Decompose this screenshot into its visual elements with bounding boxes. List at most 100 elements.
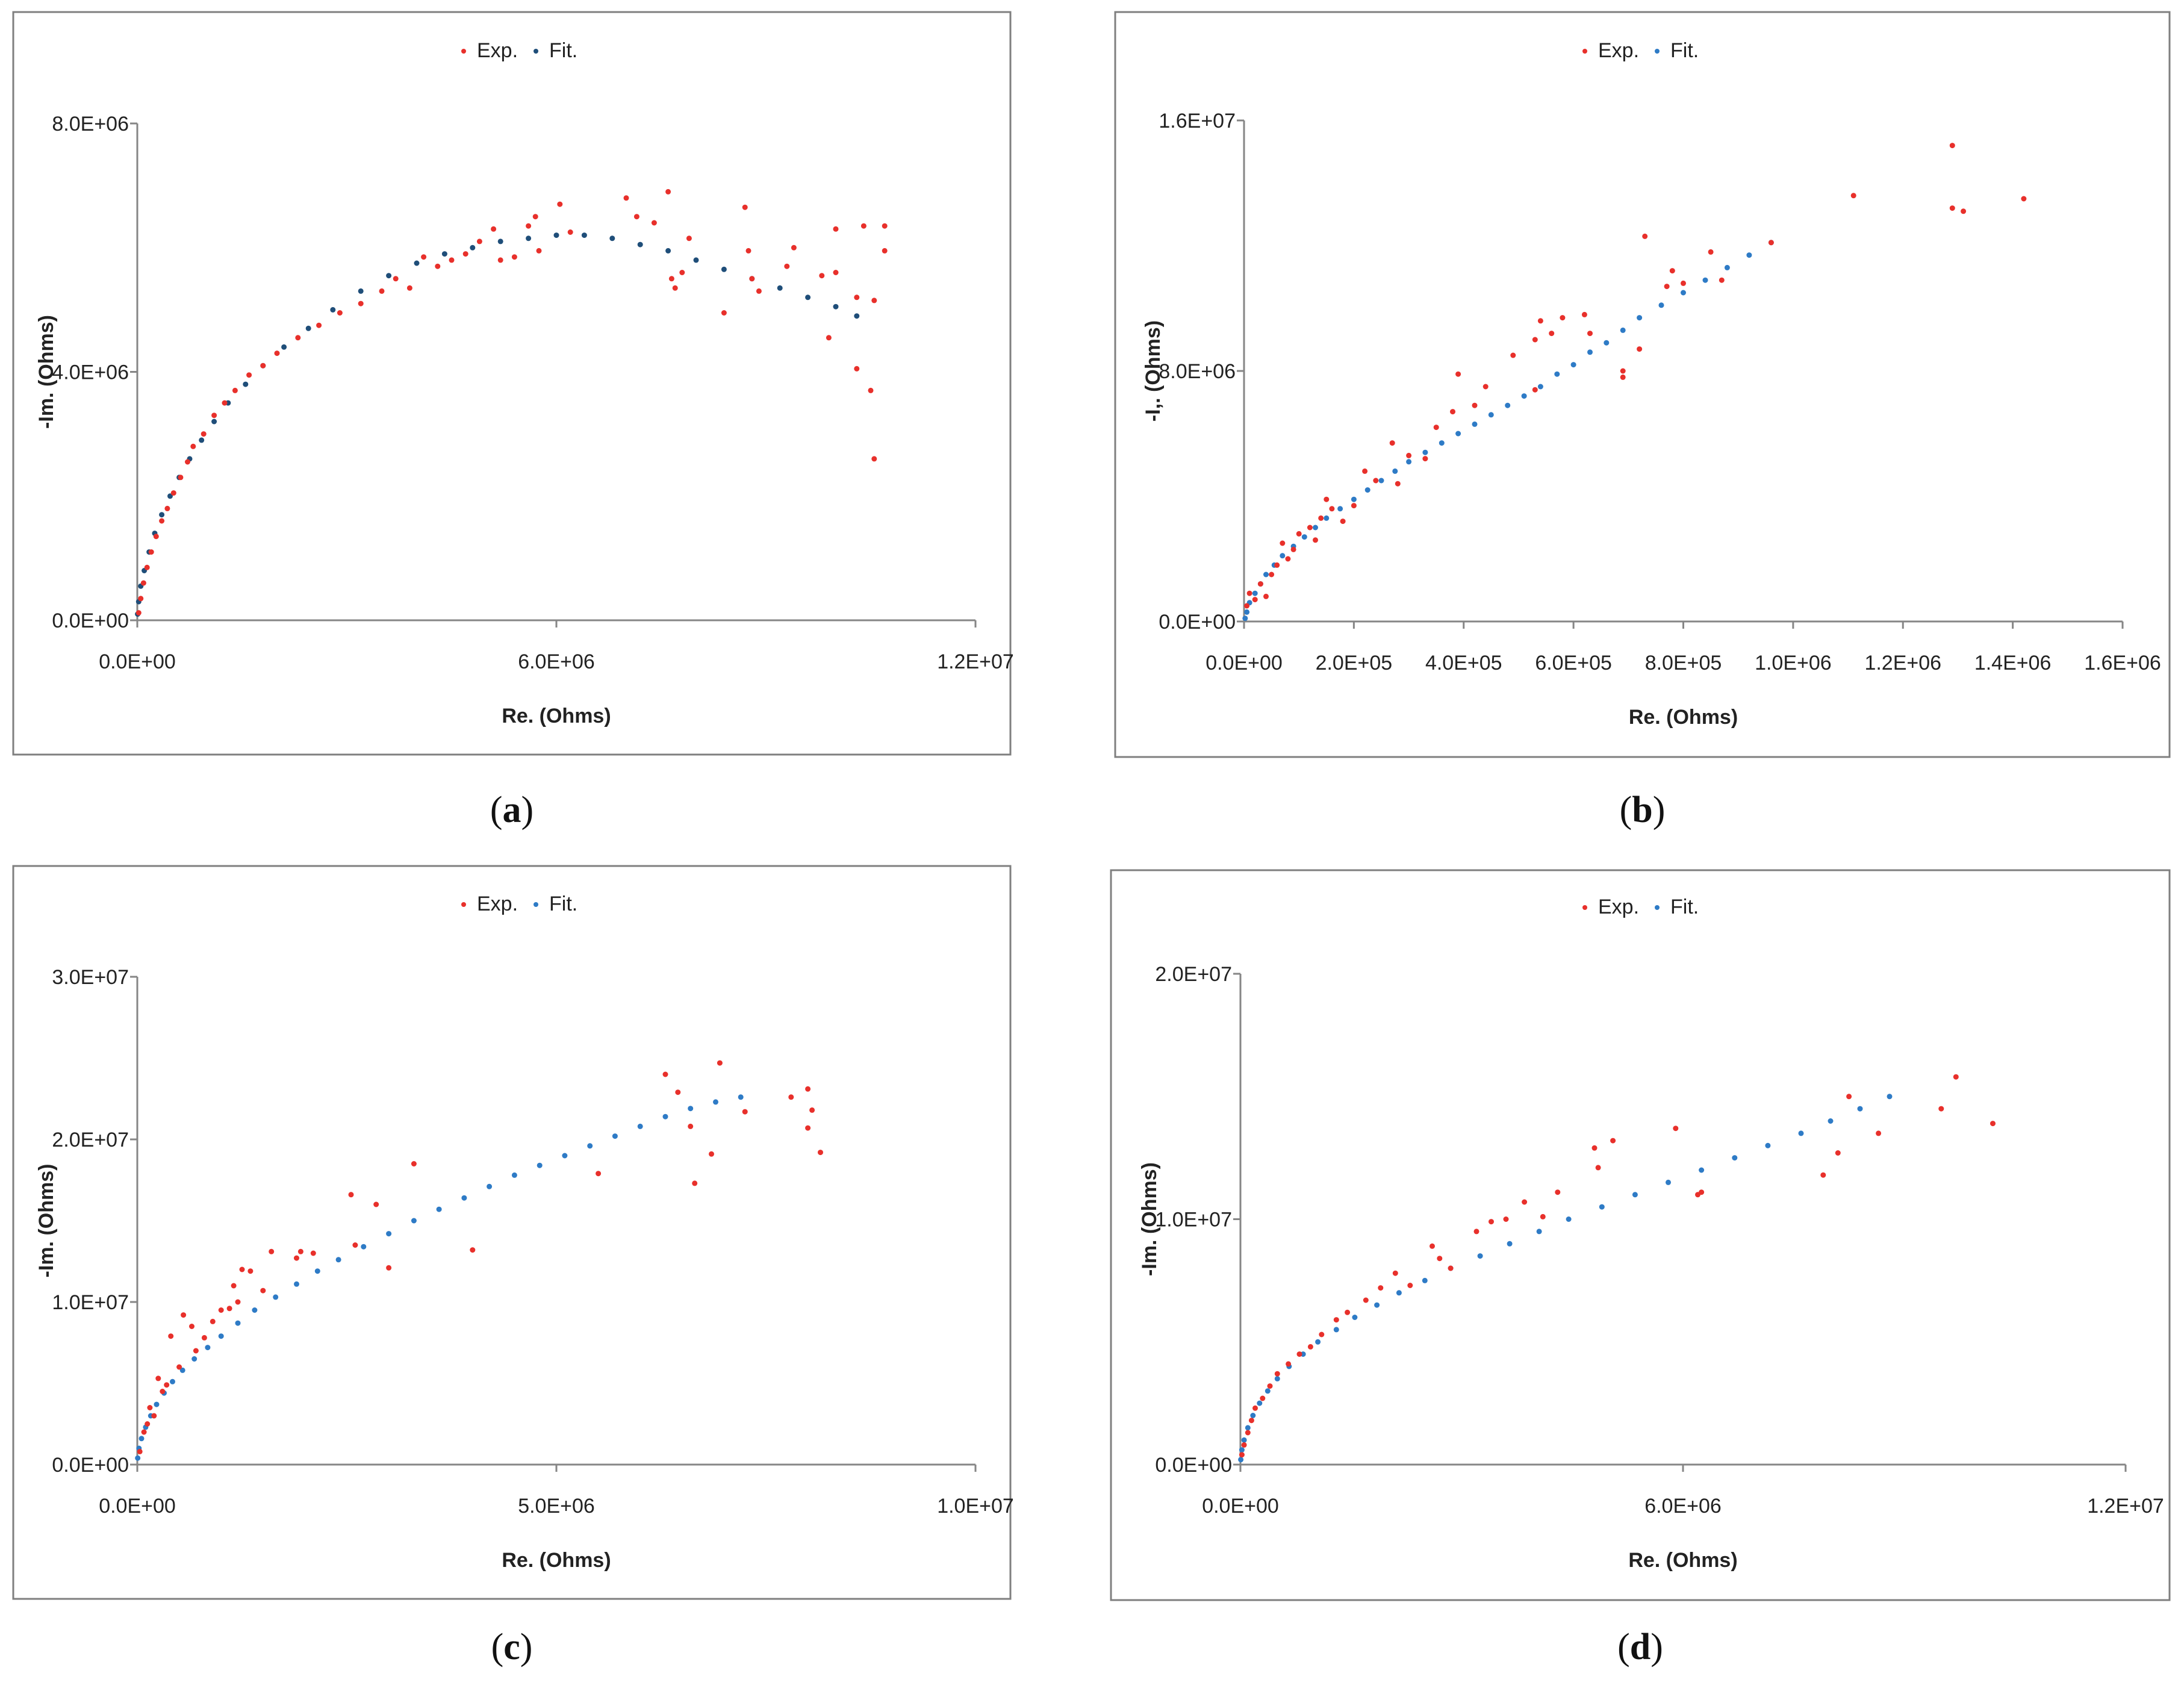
exp-point	[745, 248, 751, 254]
exp-point	[1835, 1150, 1841, 1156]
exp-point	[141, 1429, 147, 1435]
exp-point	[160, 1389, 166, 1394]
exp-point	[148, 549, 154, 555]
exp-point	[1669, 268, 1675, 274]
exp-point	[295, 335, 301, 341]
fit-point	[1604, 340, 1610, 346]
legend-fit-label[interactable]: Fit.	[1670, 895, 1699, 918]
exp-point	[662, 1071, 668, 1077]
exp-point	[210, 1318, 216, 1324]
panel-a: 0.0E+00 4.0E+06 8.0E+06 0.0E+00 6.0E+06 1.2E+…	[12, 11, 1014, 830]
x-tick-label: 5.0E+06	[518, 1495, 595, 1518]
exp-point	[1267, 1383, 1273, 1389]
fit-point	[1536, 1229, 1542, 1235]
fit-point	[738, 1094, 744, 1100]
exp-point	[226, 1306, 232, 1312]
exp-point	[164, 505, 170, 511]
x-tick-label: 1.4E+06	[1974, 652, 2052, 674]
exp-point	[247, 1268, 254, 1274]
exp-point	[218, 1307, 224, 1313]
exp-point	[532, 214, 538, 220]
fit-point	[1724, 264, 1730, 270]
legend-exp-marker	[1582, 49, 1587, 54]
legend-exp-marker	[461, 49, 466, 54]
panel-c: 0.0E+00 1.0E+07 2.0E+07 3.0E+07 0.0E+00 5.0E+…	[12, 865, 1014, 1668]
exp-point	[1362, 468, 1368, 474]
legend-fit-label[interactable]: Fit.	[549, 892, 577, 915]
exp-point	[860, 223, 866, 229]
fit-point	[612, 1133, 618, 1139]
fit-point	[159, 512, 165, 518]
exp-point	[742, 204, 748, 210]
fit-point	[1265, 1388, 1271, 1394]
exp-point	[190, 443, 196, 449]
exp-point	[791, 244, 797, 251]
fit-point	[1439, 440, 1445, 446]
legend-fit-label[interactable]: Fit.	[549, 39, 577, 62]
exp-point	[819, 273, 825, 279]
exp-point	[1324, 496, 1330, 502]
fit-point	[1245, 1425, 1251, 1431]
exp-point	[1489, 1219, 1494, 1225]
y-tick-label: 1.6E+07	[1159, 110, 1236, 132]
x-axis-title: Re. (Ohms)	[502, 705, 611, 727]
legend-exp-label[interactable]: Exp.	[1598, 39, 1639, 62]
exp-point	[178, 475, 184, 481]
exp-point	[871, 297, 877, 304]
legend-fit-label[interactable]: Fit.	[1670, 39, 1699, 62]
y-tick-label: 4.0E+06	[52, 361, 129, 384]
exp-point	[274, 350, 280, 357]
exp-point	[665, 188, 671, 195]
x-tick-label: 6.0E+05	[1535, 652, 1612, 674]
exp-point	[1537, 318, 1543, 324]
exp-point	[633, 214, 639, 220]
fit-point	[713, 1099, 718, 1105]
fit-point	[1505, 402, 1511, 408]
fit-point	[721, 266, 727, 272]
fit-point	[1422, 1277, 1428, 1283]
fit-point	[243, 381, 249, 387]
exp-point	[201, 431, 207, 437]
x-tick-label: 1.2E+06	[1864, 652, 1941, 674]
fit-point	[1699, 1167, 1705, 1173]
y-tick-label: 0.0E+00	[1159, 611, 1236, 634]
fit-point	[135, 1455, 141, 1461]
legend-exp-label[interactable]: Exp.	[1598, 895, 1639, 918]
exp-point	[623, 195, 629, 201]
exp-point	[1555, 1189, 1561, 1195]
fit-point	[553, 232, 559, 238]
fit-point	[294, 1281, 299, 1287]
fit-point	[1477, 1253, 1483, 1259]
chart-frame	[12, 11, 1012, 756]
exp-point	[1274, 1371, 1280, 1377]
legend-exp-label[interactable]: Exp.	[477, 39, 518, 62]
fit-point	[581, 232, 587, 238]
fit-point	[1374, 1302, 1380, 1308]
exp-point	[686, 235, 692, 241]
exp-point	[491, 226, 497, 232]
chart-frame	[1110, 869, 2171, 1601]
exp-point	[668, 276, 674, 282]
fit-point	[1702, 277, 1708, 283]
fit-point	[1521, 393, 1527, 399]
fit-point	[1301, 534, 1307, 540]
fit-point	[537, 1162, 543, 1168]
legend-exp-label[interactable]: Exp.	[477, 892, 518, 915]
fit-point	[314, 1268, 320, 1274]
fit-point	[461, 1195, 467, 1201]
fit-point	[1666, 1179, 1671, 1185]
fit-point	[497, 238, 503, 244]
exp-point	[1610, 1138, 1616, 1144]
panel-label: (a)	[490, 789, 534, 830]
exp-point	[1503, 1216, 1509, 1222]
exp-point	[358, 301, 364, 307]
fit-point	[1599, 1204, 1605, 1210]
exp-point	[235, 1299, 241, 1305]
fit-point	[1857, 1106, 1863, 1112]
exp-point	[170, 490, 176, 496]
exp-point	[511, 254, 517, 260]
exp-point	[1318, 515, 1324, 521]
exp-point	[181, 1312, 187, 1318]
fit-point	[1455, 431, 1461, 437]
